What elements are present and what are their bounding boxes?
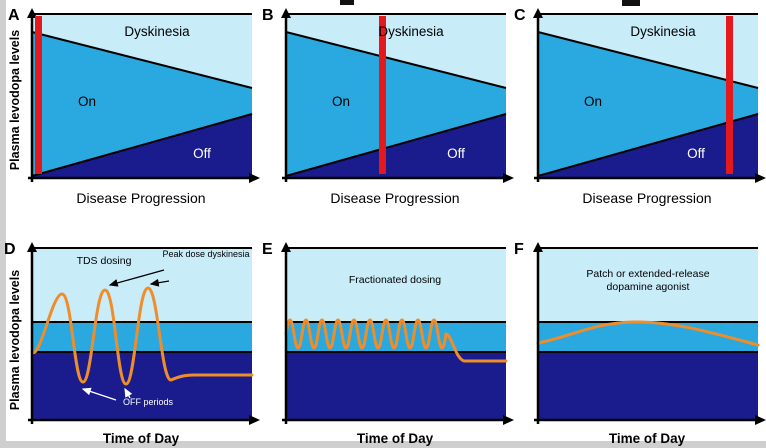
panel-f-plot — [533, 242, 766, 425]
off-period-arrow — [81, 387, 117, 401]
dosing-title: Fractionated dosing — [348, 274, 442, 286]
scan-border-left — [0, 0, 6, 448]
off-region — [538, 352, 758, 420]
x-axis-label: Time of Day — [102, 431, 180, 446]
panel-b: Dyskinesia On Off Disease Progression — [276, 6, 514, 212]
off-region — [286, 352, 506, 420]
peak-dose-annotation: Peak dose dyskinesia — [162, 249, 250, 259]
dyskinesia-threshold-line — [537, 31, 759, 89]
panel-letter-f: F — [514, 241, 524, 258]
y-axis-arrow — [533, 8, 543, 18]
off-label: Off — [193, 146, 211, 161]
panel-d: TDS dosing Peak dose dyskinesia OFF peri… — [22, 240, 260, 448]
panel-letter-b: B — [262, 7, 274, 24]
panel-a-plot — [27, 8, 260, 183]
dyskinesia-label: Dyskinesia — [630, 24, 696, 39]
panel-e: Fractionated dosing Time of Day — [276, 240, 514, 448]
on-region — [286, 32, 506, 176]
off-label: Off — [687, 146, 705, 161]
peak-dose-arrow — [108, 269, 165, 287]
off-period-arrow — [124, 387, 133, 399]
panel-f: Patch or extended-release dopamine agoni… — [528, 240, 766, 448]
crop-artifact — [622, 0, 640, 6]
dyskinesia-region — [286, 248, 506, 322]
dosing-title: Patch or extended-release dopamine agoni… — [586, 268, 710, 293]
off-threshold-line — [31, 113, 253, 177]
therapeutic-window-region — [32, 322, 252, 352]
crop-artifact — [340, 0, 354, 5]
x-axis-label: Disease Progression — [76, 190, 206, 206]
x-axis-arrow — [503, 173, 514, 183]
disease-stage-marker — [726, 16, 733, 174]
dyskinesia-threshold-line — [285, 31, 507, 89]
therapeutic-window-region — [538, 322, 758, 352]
x-axis-arrow — [249, 415, 260, 425]
panel-letter-d: D — [4, 241, 16, 258]
levodopa-curve — [536, 320, 760, 347]
x-axis-arrow — [503, 415, 514, 425]
y-axis-arrow — [281, 242, 291, 252]
dyskinesia-threshold-line — [31, 31, 253, 89]
off-region — [32, 352, 252, 420]
x-axis-label: Disease Progression — [582, 190, 712, 206]
y-axis-arrow — [27, 242, 37, 252]
y-axis-arrow — [533, 242, 543, 252]
x-axis-label: Time of Day — [356, 431, 434, 446]
y-axis-label-bottom: Plasma levodopa levels — [8, 269, 22, 411]
levodopa-curve — [30, 286, 254, 386]
scan-border-bottom — [0, 441, 766, 448]
panel-letter-e: E — [262, 241, 273, 258]
panel-b-plot — [281, 8, 514, 183]
panel-d-plot — [27, 242, 260, 425]
panel-letter-c: C — [514, 7, 526, 24]
off-threshold-line — [537, 113, 759, 177]
x-axis-label: Disease Progression — [330, 190, 460, 206]
panel-letter-a: A — [8, 7, 20, 24]
y-axis-label-top: Plasma levodopa levels — [8, 29, 22, 171]
on-region — [32, 32, 252, 176]
levodopa-curve — [284, 318, 508, 363]
x-axis-label: Time of Day — [608, 431, 686, 446]
peak-dose-arrow — [149, 278, 170, 287]
y-axis-arrow — [27, 8, 37, 18]
disease-stage-marker — [35, 16, 42, 174]
disease-stage-marker — [379, 16, 386, 174]
dyskinesia-label: Dyskinesia — [124, 24, 190, 39]
off-periods-annotation: OFF periods — [122, 397, 173, 407]
on-region — [538, 32, 758, 176]
panel-c: Dyskinesia On Off Disease Progression — [528, 6, 766, 212]
dosing-title: TDS dosing — [76, 255, 132, 267]
off-label: Off — [447, 146, 465, 161]
x-axis-arrow — [249, 173, 260, 183]
x-axis-arrow — [755, 173, 766, 183]
panel-a: Dyskinesia On Off Disease Progression — [22, 6, 260, 212]
on-label: On — [331, 94, 350, 109]
on-label: On — [77, 94, 96, 109]
off-threshold-line — [285, 113, 507, 177]
dyskinesia-label: Dyskinesia — [378, 24, 444, 39]
dyskinesia-region — [538, 248, 758, 322]
x-axis-arrow — [755, 415, 766, 425]
panel-c-plot — [533, 8, 766, 183]
panel-e-plot — [281, 242, 514, 425]
y-axis-arrow — [281, 8, 291, 18]
on-label: On — [583, 94, 602, 109]
